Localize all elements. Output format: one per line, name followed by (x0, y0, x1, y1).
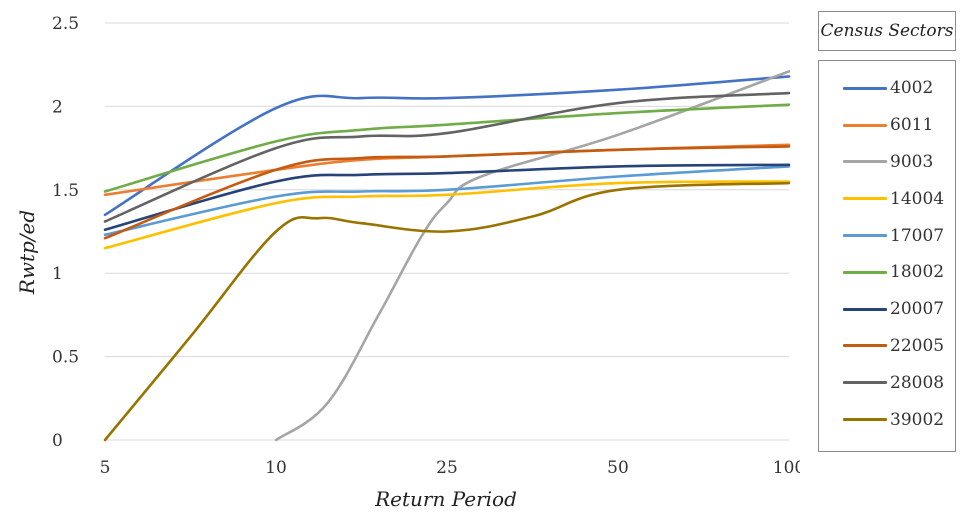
legend-swatch (843, 270, 887, 274)
series-line-14004 (103, 180, 791, 250)
x-tick-label: 25 (436, 458, 458, 478)
legend-swatch (843, 123, 887, 127)
series-lines (103, 70, 791, 442)
series-line-18002 (103, 103, 791, 193)
legend-label: 22005 (890, 335, 945, 356)
legend-label: 17007 (890, 225, 945, 246)
legend-item-17007: 17007 (819, 217, 955, 254)
series-line-17007 (103, 165, 791, 237)
legend-swatch (843, 197, 887, 201)
x-axis-label: Return Period (374, 487, 517, 511)
legend-label: 28008 (890, 372, 945, 393)
x-tick-labels: 5 10 25 50 100 (100, 458, 800, 478)
y-tick-label: 0.5 (52, 348, 79, 368)
legend-item-9003: 9003 (819, 144, 955, 181)
y-tick-labels: 0 0.5 1 1.5 2 2.5 (52, 14, 79, 451)
y-tick-label: 1 (52, 264, 63, 284)
y-tick-label: 1.5 (52, 181, 79, 201)
legend-swatch (843, 307, 887, 311)
series-line-9003 (274, 70, 791, 442)
legend-swatch (843, 234, 887, 238)
x-tick-label: 50 (607, 458, 629, 478)
legend-item-6011: 6011 (819, 107, 955, 144)
legend-swatch (843, 344, 887, 348)
y-tick-label: 2 (52, 97, 63, 117)
legend-item-39002: 39002 (819, 401, 955, 438)
y-tick-label: 2.5 (52, 14, 79, 34)
series-line-20007 (103, 163, 791, 232)
legend-label: 14004 (890, 188, 945, 209)
legend-item-4002: 4002 (819, 70, 955, 107)
x-tick-label: 100 (773, 458, 800, 478)
legend-item-22005: 22005 (819, 328, 955, 365)
series-line-28008 (103, 91, 791, 223)
legend-swatch (843, 86, 887, 90)
legend-label: 4002 (890, 78, 934, 99)
series-line-6011 (103, 143, 791, 197)
line-chart: 0 0.5 1 1.5 2 2.5 5 10 25 50 100 Return Period Rw… (15, 14, 800, 511)
legend-swatch (843, 160, 887, 164)
x-tick-label: 5 (100, 458, 111, 478)
legend-title-box: Census Sectors (818, 11, 956, 51)
legend-label: 9003 (890, 151, 934, 172)
legend-label: 18002 (890, 262, 945, 283)
legend-title: Census Sectors (820, 21, 954, 41)
series-line-22005 (103, 145, 791, 240)
legend-item-28008: 28008 (819, 364, 955, 401)
series-line-39002 (103, 181, 791, 442)
legend-swatch (843, 381, 887, 385)
x-tick-label: 10 (265, 458, 287, 478)
legend-swatch (843, 418, 887, 422)
legend-label: 20007 (890, 299, 945, 320)
legend-label: 6011 (890, 115, 934, 136)
legend-item-14004: 14004 (819, 180, 955, 217)
y-axis-label: Rwtp/ed (15, 210, 39, 295)
series-line-4002 (103, 75, 791, 217)
legend-label: 39002 (890, 409, 945, 430)
legend: 4002 6011 9003 14004 17007 18002 20007 22005 280… (818, 60, 956, 452)
legend-item-20007: 20007 (819, 291, 955, 328)
legend-item-18002: 18002 (819, 254, 955, 291)
y-tick-label: 0 (52, 431, 63, 451)
